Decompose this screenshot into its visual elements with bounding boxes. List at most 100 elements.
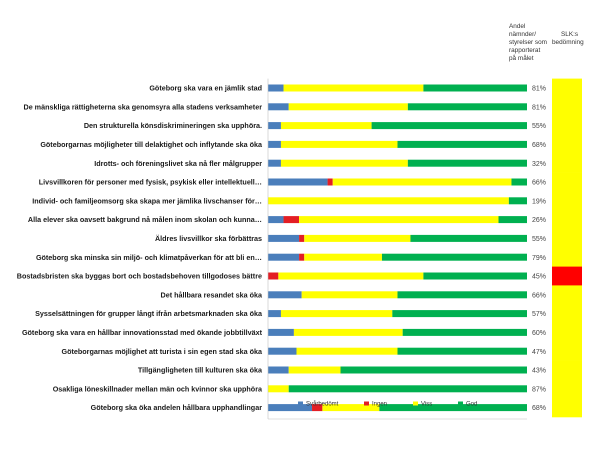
bar-segment bbox=[288, 103, 408, 111]
bar-segment bbox=[397, 291, 527, 299]
bar-segment bbox=[299, 234, 305, 242]
share-reported-label: 66% bbox=[532, 180, 546, 187]
bar-segment bbox=[423, 272, 527, 280]
legend-item: God bbox=[458, 401, 477, 408]
category-label: Göteborg ska öka andelen hållbara upphan… bbox=[91, 403, 263, 412]
bar-segment bbox=[268, 310, 281, 318]
bar-segment bbox=[268, 291, 302, 299]
assessment-cell-red bbox=[552, 266, 582, 286]
assessment-cell-yellow bbox=[552, 341, 582, 361]
bar-segment bbox=[402, 328, 527, 336]
category-label: Idrotts- och föreningslivet ska nå fler … bbox=[94, 159, 262, 168]
bar-segment bbox=[423, 84, 527, 92]
assessment-cell-yellow bbox=[552, 360, 582, 380]
bar-segment bbox=[283, 84, 424, 92]
bar-segment bbox=[322, 404, 380, 412]
bar-segment bbox=[268, 84, 284, 92]
header-share-line: rapporterat bbox=[509, 47, 540, 54]
legend-swatch bbox=[298, 401, 303, 406]
bar-segment bbox=[268, 234, 300, 242]
category-label: Livsvillkoren för personer med fysisk, p… bbox=[39, 178, 262, 187]
category-label: Göteborgarnas möjligheter till delaktigh… bbox=[40, 140, 263, 149]
bar-segment bbox=[268, 328, 294, 336]
legend-item: Viss bbox=[413, 401, 432, 408]
bar-segment bbox=[304, 253, 382, 261]
header-share-line: på målet bbox=[509, 54, 534, 62]
header-assessment-line: SLK:s bbox=[561, 31, 578, 38]
bar-segment bbox=[407, 159, 527, 167]
bar-segment bbox=[280, 122, 372, 130]
share-reported-label: 45% bbox=[532, 274, 546, 281]
legend-swatch bbox=[364, 401, 369, 406]
category-label: Osakliga löneskillnader mellan män och k… bbox=[53, 384, 263, 393]
share-reported-label: 19% bbox=[532, 198, 546, 205]
bar-segment bbox=[293, 328, 403, 336]
share-reported-label: 79% bbox=[532, 255, 546, 262]
bar-segment bbox=[268, 197, 509, 205]
bar-segment bbox=[280, 159, 408, 167]
bar-segment bbox=[371, 122, 527, 130]
bar-segment bbox=[278, 272, 424, 280]
bar-segment bbox=[397, 140, 527, 148]
header-share-line: styrelser som bbox=[509, 39, 547, 46]
bar-segment bbox=[268, 103, 289, 111]
category-label: Det hållbara resandet ska öka bbox=[161, 290, 263, 299]
bar-segment bbox=[407, 103, 527, 111]
header-share-line: Andel bbox=[509, 23, 525, 30]
bar-segment bbox=[312, 404, 323, 412]
assessment-cell-yellow bbox=[552, 229, 582, 249]
assessment-cell-yellow bbox=[552, 323, 582, 343]
bar-segment bbox=[288, 366, 341, 374]
assessment-cell-yellow bbox=[552, 379, 582, 399]
assessment-cell-yellow bbox=[552, 97, 582, 117]
category-label: Äldres livsvillkor ska förbättras bbox=[155, 234, 262, 243]
legend-item: Ingen bbox=[364, 401, 387, 408]
assessment-cell-yellow bbox=[552, 116, 582, 136]
share-reported-label: 60% bbox=[532, 330, 546, 337]
legend-label: God bbox=[466, 402, 477, 408]
share-reported-label: 57% bbox=[532, 311, 546, 318]
header-assessment-line: bedömning bbox=[552, 39, 584, 46]
legend-label: Ingen bbox=[372, 402, 387, 408]
assessment-cell-yellow bbox=[552, 191, 582, 211]
share-reported-label: 55% bbox=[532, 236, 546, 243]
share-reported-label: 55% bbox=[532, 123, 546, 130]
bar-segment bbox=[268, 140, 281, 148]
assessment-cell-yellow bbox=[552, 210, 582, 230]
assessment-cell-yellow bbox=[552, 153, 582, 173]
column-header-share: Andel nämnder/ styrelser som rapporterat… bbox=[509, 23, 547, 62]
category-label: Göteborg ska vara en hållbar innovations… bbox=[22, 328, 263, 337]
bar-segment bbox=[299, 216, 499, 224]
bar-segment bbox=[268, 385, 289, 393]
category-label: Göteborgarnas möjlighet att turista i si… bbox=[62, 347, 264, 356]
legend-swatch bbox=[458, 401, 463, 406]
assessment-cell-yellow bbox=[552, 172, 582, 192]
share-reported-label: 47% bbox=[532, 349, 546, 356]
bar-segment bbox=[296, 347, 398, 355]
bar-segment bbox=[268, 178, 328, 186]
bar-segment bbox=[304, 234, 411, 242]
bar-segment bbox=[392, 310, 527, 318]
category-label: Den strukturella könsdiskrimineringen sk… bbox=[84, 121, 262, 130]
assessment-cell-yellow bbox=[552, 135, 582, 155]
bar-segment bbox=[301, 291, 398, 299]
legend: Svårbedömt Ingen Viss God bbox=[298, 401, 477, 408]
share-reported-label: 43% bbox=[532, 368, 546, 375]
share-reported-label: 68% bbox=[532, 142, 546, 149]
bar-segment bbox=[288, 385, 527, 393]
bar-segment bbox=[268, 122, 281, 130]
header-share-line: nämnder/ bbox=[509, 31, 536, 38]
share-reported-label: 26% bbox=[532, 217, 546, 224]
category-label: Sysselsättningen för grupper långt ifrån… bbox=[35, 309, 263, 318]
bar-segment bbox=[508, 197, 527, 205]
legend-item: Svårbedömt bbox=[298, 401, 339, 408]
share-reported-label: 81% bbox=[532, 104, 546, 111]
chart-rows: Göteborg ska vara en jämlik stad 81% De mä… bbox=[17, 78, 582, 418]
category-label: Tillgängligheten till kulturen ska öka bbox=[138, 366, 263, 375]
bar-segment bbox=[268, 159, 281, 167]
bar-segment bbox=[268, 347, 297, 355]
bar-segment bbox=[280, 140, 398, 148]
bar-segment bbox=[498, 216, 527, 224]
category-label: Bostadsbristen ska byggas bort och bosta… bbox=[17, 272, 262, 281]
share-reported-label: 32% bbox=[532, 161, 546, 168]
